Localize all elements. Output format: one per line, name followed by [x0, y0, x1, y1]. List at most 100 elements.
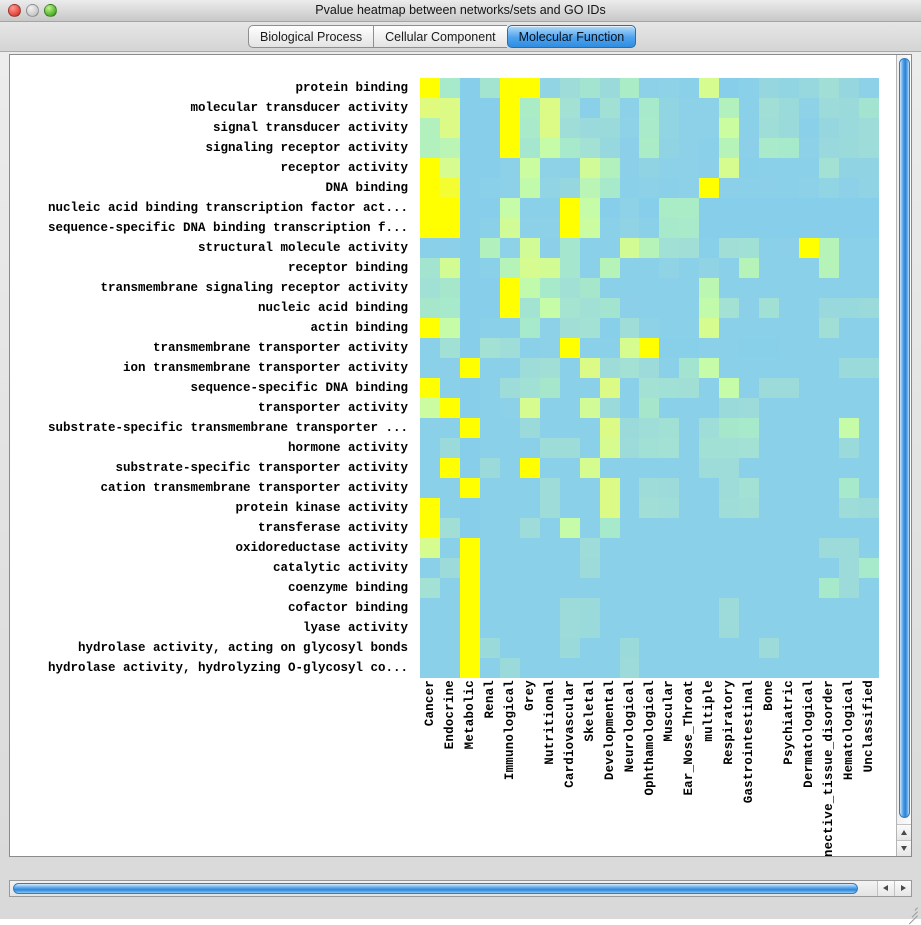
heatmap-cell[interactable]	[499, 618, 520, 638]
heatmap-cell[interactable]	[699, 398, 720, 418]
heatmap-cell[interactable]	[579, 618, 600, 638]
close-button[interactable]	[8, 4, 21, 17]
heatmap-cell[interactable]	[819, 398, 840, 418]
heatmap-cell[interactable]	[659, 458, 680, 478]
heatmap-cell[interactable]	[559, 338, 580, 358]
heatmap-cell[interactable]	[619, 578, 640, 598]
heatmap-cell[interactable]	[779, 438, 800, 458]
heatmap-cell[interactable]	[639, 338, 660, 358]
heatmap-cell[interactable]	[719, 78, 740, 98]
heatmap-cell[interactable]	[599, 358, 620, 378]
heatmap-cell[interactable]	[799, 518, 820, 538]
heatmap-cell[interactable]	[539, 258, 560, 278]
heatmap-cell[interactable]	[659, 438, 680, 458]
heatmap-cell[interactable]	[579, 518, 600, 538]
heatmap-cell[interactable]	[679, 278, 700, 298]
heatmap-cell[interactable]	[719, 438, 740, 458]
heatmap-cell[interactable]	[819, 378, 840, 398]
heatmap-cell[interactable]	[779, 658, 800, 678]
heatmap-cell[interactable]	[699, 178, 720, 198]
heatmap-cell[interactable]	[739, 258, 760, 278]
heatmap-cell[interactable]	[479, 198, 500, 218]
heatmap-cell[interactable]	[599, 498, 620, 518]
heatmap-cell[interactable]	[779, 398, 800, 418]
heatmap-cell[interactable]	[659, 318, 680, 338]
heatmap-cell[interactable]	[579, 498, 600, 518]
heatmap-cell[interactable]	[739, 518, 760, 538]
heatmap-cell[interactable]	[619, 518, 640, 538]
heatmap-cell[interactable]	[499, 658, 520, 678]
heatmap-cell[interactable]	[719, 318, 740, 338]
heatmap-cell[interactable]	[519, 238, 540, 258]
heatmap-cell[interactable]	[539, 198, 560, 218]
heatmap-cell[interactable]	[779, 238, 800, 258]
heatmap-cell[interactable]	[539, 218, 560, 238]
heatmap-cell[interactable]	[799, 138, 820, 158]
heatmap-cell[interactable]	[779, 638, 800, 658]
heatmap-cell[interactable]	[619, 318, 640, 338]
heatmap-cell[interactable]	[420, 438, 440, 458]
heatmap-cell[interactable]	[719, 118, 740, 138]
heatmap-cell[interactable]	[759, 98, 780, 118]
heatmap-cell[interactable]	[420, 418, 440, 438]
heatmap-cell[interactable]	[579, 638, 600, 658]
heatmap-cell[interactable]	[739, 658, 760, 678]
heatmap-cell[interactable]	[519, 458, 540, 478]
heatmap-cell[interactable]	[619, 198, 640, 218]
heatmap-cell[interactable]	[839, 278, 859, 298]
heatmap-cell[interactable]	[439, 218, 460, 238]
heatmap-cell[interactable]	[599, 378, 620, 398]
heatmap-cell[interactable]	[739, 218, 760, 238]
heatmap-cell[interactable]	[420, 258, 440, 278]
heatmap-cell[interactable]	[420, 638, 440, 658]
heatmap-cell[interactable]	[659, 638, 680, 658]
heatmap-cell[interactable]	[439, 318, 460, 338]
heatmap-cell[interactable]	[779, 118, 800, 138]
heatmap-cell[interactable]	[839, 218, 859, 238]
heatmap-cell[interactable]	[519, 518, 540, 538]
heatmap-cell[interactable]	[539, 238, 560, 258]
heatmap-cell[interactable]	[819, 498, 840, 518]
heatmap-cell[interactable]	[699, 658, 720, 678]
heatmap-cell[interactable]	[479, 518, 500, 538]
heatmap-cell[interactable]	[819, 578, 840, 598]
heatmap-cell[interactable]	[719, 258, 740, 278]
heatmap-cell[interactable]	[819, 178, 840, 198]
heatmap-cell[interactable]	[439, 658, 460, 678]
heatmap-cell[interactable]	[779, 98, 800, 118]
heatmap-cell[interactable]	[799, 278, 820, 298]
heatmap-cell[interactable]	[719, 658, 740, 678]
heatmap-cell[interactable]	[699, 478, 720, 498]
heatmap-cell[interactable]	[539, 78, 560, 98]
heatmap-cell[interactable]	[639, 538, 660, 558]
heatmap-cell[interactable]	[679, 658, 700, 678]
heatmap-cell[interactable]	[459, 358, 480, 378]
heatmap-cell[interactable]	[499, 498, 520, 518]
heatmap-cell[interactable]	[519, 658, 540, 678]
heatmap-cell[interactable]	[799, 538, 820, 558]
heatmap-cell[interactable]	[819, 438, 840, 458]
heatmap-cell[interactable]	[499, 578, 520, 598]
heatmap-cell[interactable]	[519, 338, 540, 358]
heatmap-cell[interactable]	[799, 438, 820, 458]
heatmap-cell[interactable]	[759, 358, 780, 378]
heatmap-cell[interactable]	[459, 278, 480, 298]
heatmap-cell[interactable]	[579, 338, 600, 358]
heatmap-cell[interactable]	[679, 518, 700, 538]
heatmap-cell[interactable]	[659, 378, 680, 398]
heatmap-cell[interactable]	[839, 378, 859, 398]
heatmap-cell[interactable]	[799, 458, 820, 478]
heatmap-cell[interactable]	[459, 458, 480, 478]
heatmap-cell[interactable]	[479, 598, 500, 618]
heatmap-cell[interactable]	[739, 398, 760, 418]
heatmap-cell[interactable]	[579, 278, 600, 298]
heatmap-cell[interactable]	[499, 638, 520, 658]
heatmap-cell[interactable]	[759, 638, 780, 658]
heatmap-cell[interactable]	[599, 418, 620, 438]
heatmap-cell[interactable]	[639, 558, 660, 578]
scroll-right-button[interactable]	[894, 881, 911, 896]
heatmap-cell[interactable]	[559, 298, 580, 318]
heatmap-cell[interactable]	[619, 538, 640, 558]
heatmap-cell[interactable]	[819, 418, 840, 438]
heatmap-cell[interactable]	[599, 658, 620, 678]
